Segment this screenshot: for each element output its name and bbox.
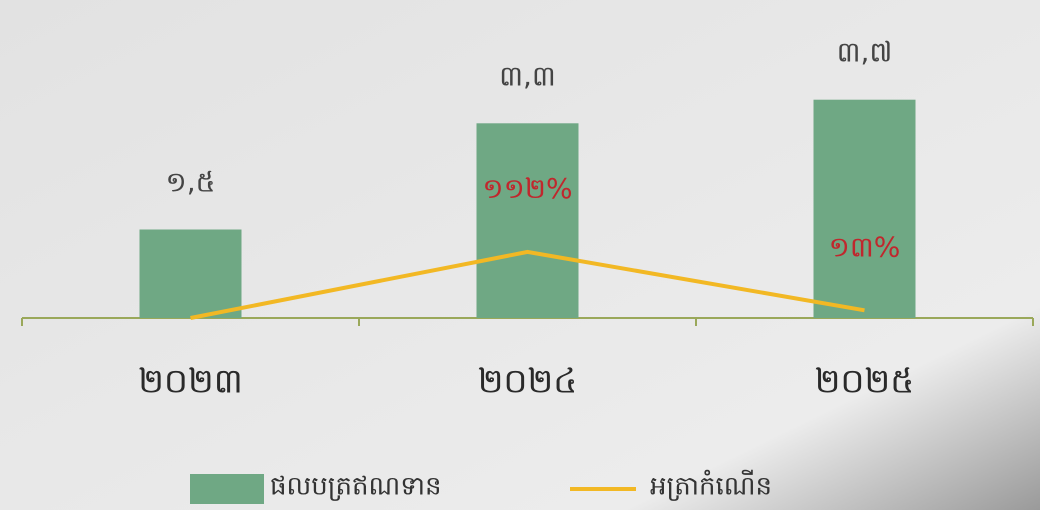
- bar: [813, 99, 916, 318]
- line-value-label: ១១២%: [482, 172, 572, 205]
- bar-value-label: ១,៥: [166, 166, 216, 199]
- x-tick-label: ២០២៣: [138, 362, 243, 402]
- bar-value-label: ៣,៧: [837, 36, 893, 69]
- bar: [476, 123, 579, 318]
- bar: [139, 229, 242, 318]
- line: [190, 249, 865, 320]
- x-tick-label: ២០២៥: [815, 362, 915, 402]
- legend-label: អត្រាកំណើន: [650, 470, 772, 502]
- bar-value-label: ៣,៣: [499, 59, 556, 92]
- legend-label: ផលបត្រឥណទាន: [270, 472, 442, 502]
- line-value-label: ១៣%: [829, 230, 901, 263]
- legend-swatch: [190, 474, 264, 504]
- x-tick-label: ២០២៤: [478, 362, 578, 402]
